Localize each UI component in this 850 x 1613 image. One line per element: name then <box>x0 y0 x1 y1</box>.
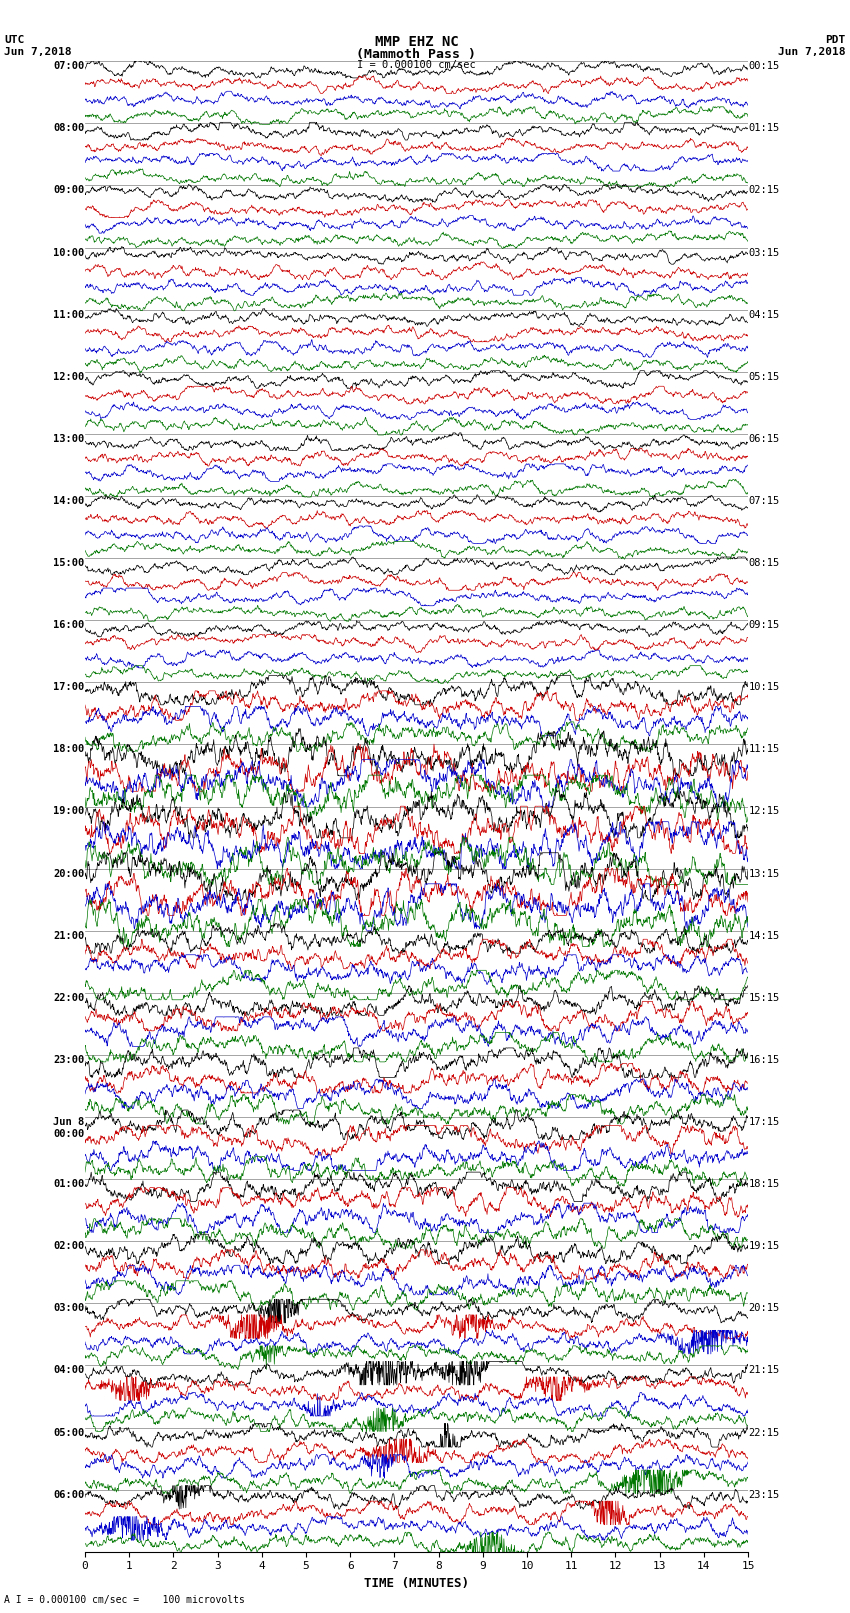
Text: 09:00: 09:00 <box>53 185 84 195</box>
Text: 21:00: 21:00 <box>53 931 84 940</box>
Text: 04:15: 04:15 <box>749 310 780 319</box>
Text: 06:15: 06:15 <box>749 434 780 444</box>
X-axis label: TIME (MINUTES): TIME (MINUTES) <box>364 1578 469 1590</box>
Text: 07:15: 07:15 <box>749 497 780 506</box>
Text: 21:15: 21:15 <box>749 1365 780 1376</box>
Text: 23:15: 23:15 <box>749 1490 780 1500</box>
Text: PDT: PDT <box>825 35 846 45</box>
Text: 20:00: 20:00 <box>53 868 84 879</box>
Text: 03:00: 03:00 <box>53 1303 84 1313</box>
Text: 18:15: 18:15 <box>749 1179 780 1189</box>
Text: UTC: UTC <box>4 35 25 45</box>
Text: 02:15: 02:15 <box>749 185 780 195</box>
Text: 00:15: 00:15 <box>749 61 780 71</box>
Text: 05:00: 05:00 <box>53 1428 84 1437</box>
Text: 09:15: 09:15 <box>749 621 780 631</box>
Text: 12:15: 12:15 <box>749 806 780 816</box>
Text: 11:15: 11:15 <box>749 745 780 755</box>
Text: 16:00: 16:00 <box>53 621 84 631</box>
Text: 08:00: 08:00 <box>53 124 84 134</box>
Text: 22:00: 22:00 <box>53 994 84 1003</box>
Text: 17:00: 17:00 <box>53 682 84 692</box>
Text: 05:15: 05:15 <box>749 373 780 382</box>
Text: 13:15: 13:15 <box>749 868 780 879</box>
Text: 11:00: 11:00 <box>53 310 84 319</box>
Text: Jun 8
00:00: Jun 8 00:00 <box>53 1116 84 1139</box>
Text: 22:15: 22:15 <box>749 1428 780 1437</box>
Text: 14:15: 14:15 <box>749 931 780 940</box>
Text: 10:15: 10:15 <box>749 682 780 692</box>
Text: 07:00: 07:00 <box>53 61 84 71</box>
Text: 01:15: 01:15 <box>749 124 780 134</box>
Text: 15:00: 15:00 <box>53 558 84 568</box>
Text: 16:15: 16:15 <box>749 1055 780 1065</box>
Text: 13:00: 13:00 <box>53 434 84 444</box>
Text: 18:00: 18:00 <box>53 745 84 755</box>
Text: 04:00: 04:00 <box>53 1365 84 1376</box>
Text: 20:15: 20:15 <box>749 1303 780 1313</box>
Text: 15:15: 15:15 <box>749 994 780 1003</box>
Text: 08:15: 08:15 <box>749 558 780 568</box>
Text: Jun 7,2018: Jun 7,2018 <box>779 47 846 56</box>
Text: 14:00: 14:00 <box>53 497 84 506</box>
Text: A I = 0.000100 cm/sec =    100 microvolts: A I = 0.000100 cm/sec = 100 microvolts <box>4 1595 245 1605</box>
Text: 17:15: 17:15 <box>749 1116 780 1127</box>
Text: Jun 7,2018: Jun 7,2018 <box>4 47 71 56</box>
Text: MMP EHZ NC: MMP EHZ NC <box>375 35 458 50</box>
Text: 19:00: 19:00 <box>53 806 84 816</box>
Text: 01:00: 01:00 <box>53 1179 84 1189</box>
Text: 19:15: 19:15 <box>749 1242 780 1252</box>
Text: 06:00: 06:00 <box>53 1490 84 1500</box>
Text: 10:00: 10:00 <box>53 248 84 258</box>
Text: 12:00: 12:00 <box>53 373 84 382</box>
Text: (Mammoth Pass ): (Mammoth Pass ) <box>356 48 477 61</box>
Text: 23:00: 23:00 <box>53 1055 84 1065</box>
Text: I = 0.000100 cm/sec: I = 0.000100 cm/sec <box>357 60 476 69</box>
Text: 03:15: 03:15 <box>749 248 780 258</box>
Text: 02:00: 02:00 <box>53 1242 84 1252</box>
